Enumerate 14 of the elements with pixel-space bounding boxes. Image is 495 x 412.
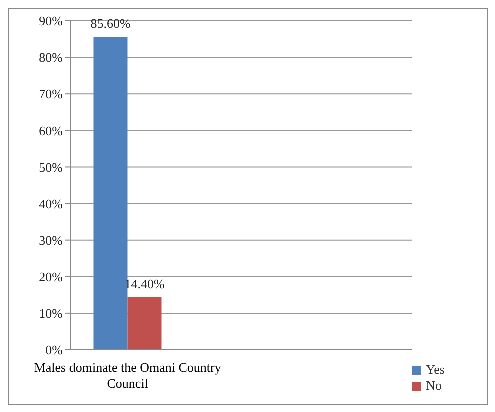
- legend-label: No: [426, 378, 442, 394]
- data-label: 85.60%: [90, 16, 131, 32]
- y-tick-label: 20%: [39, 270, 64, 285]
- y-tick-label: 90%: [39, 14, 64, 29]
- y-tick-label: 70%: [39, 86, 64, 102]
- y-tick-label: 30%: [39, 232, 64, 248]
- y-tick-label: 50%: [39, 160, 64, 175]
- y-tick-label: 80%: [39, 50, 64, 66]
- y-tick-label: 40%: [39, 196, 64, 212]
- y-tick-label: 0%: [46, 342, 64, 358]
- y-tick-label: 10%: [39, 306, 64, 322]
- y-tick-label: 60%: [39, 123, 64, 138]
- legend-label: Yes: [426, 362, 445, 378]
- x-tick-label: Males dominate the Omani Country Council: [34, 360, 222, 391]
